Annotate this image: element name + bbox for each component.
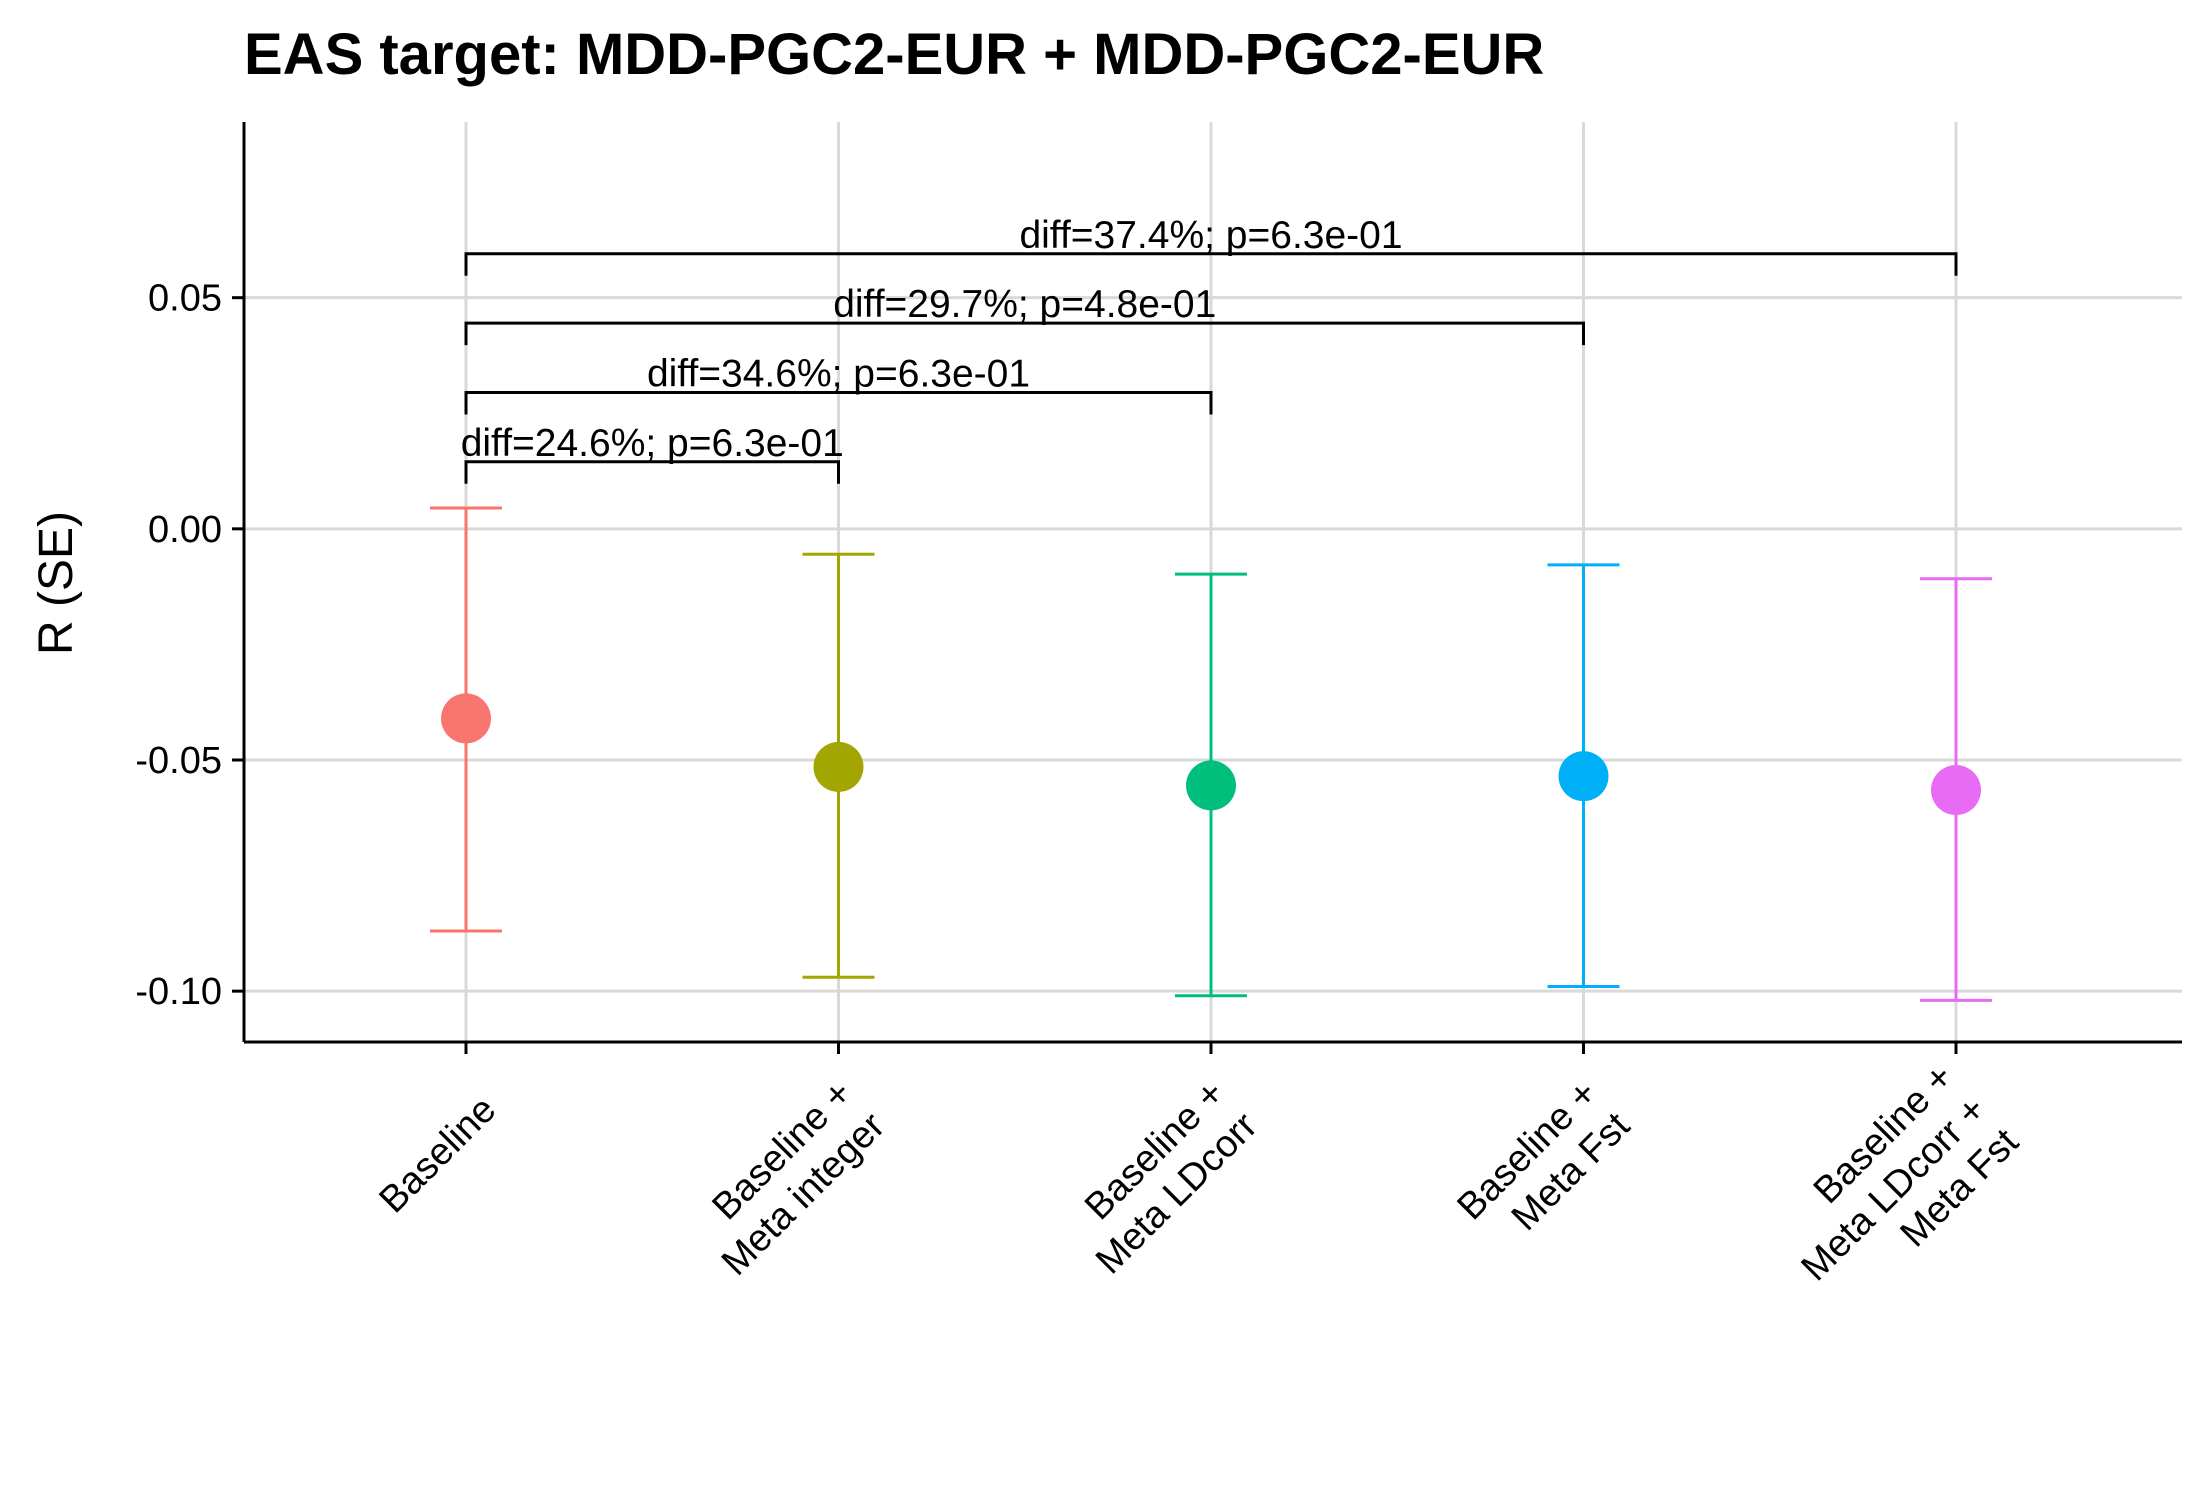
chart-title: EAS target: MDD-PGC2-EUR + MDD-PGC2-EUR xyxy=(244,22,1544,87)
data-point xyxy=(1186,760,1236,811)
data-point xyxy=(1931,765,1981,816)
comparison-bracket xyxy=(464,321,1585,346)
y-tick-label: -0.10 xyxy=(135,971,222,1013)
comparison-label: diff=24.6%; p=6.3e-01 xyxy=(461,422,844,465)
data-point-group xyxy=(802,552,875,979)
comparison-bracket xyxy=(464,390,1213,415)
data-point-group xyxy=(430,506,502,933)
data-point xyxy=(813,741,864,792)
series-layer xyxy=(430,506,1992,1002)
x-tick-label: Baseline xyxy=(371,1089,504,1222)
x-tick-label: Baseline +Meta integer xyxy=(705,1072,894,1284)
comparison-label: diff=29.7%; p=4.8e-01 xyxy=(833,283,1216,326)
comparison-bracket xyxy=(464,252,1958,276)
comparison-brackets: diff=24.6%; p=6.3e-01 diff=34.6%; p=6.3e-… xyxy=(461,214,1958,484)
x-tick-label: Baseline +Meta LDcorr xyxy=(1077,1072,1266,1282)
data-point xyxy=(441,693,491,744)
comparison-label: diff=37.4%; p=6.3e-01 xyxy=(1019,214,1402,257)
data-point-group xyxy=(1175,572,1247,998)
data-point-group xyxy=(1920,577,1992,1002)
y-tick-label: 0.05 xyxy=(148,278,222,320)
x-tick-label: Baseline +Meta LDcorr +Meta Fst xyxy=(1794,1056,2028,1289)
x-tick-label-line: Baseline xyxy=(371,1089,504,1222)
comparison-label: diff=34.6%; p=6.3e-01 xyxy=(647,352,1030,395)
x-tick-label: Baseline +Meta Fst xyxy=(1450,1072,1639,1239)
data-point xyxy=(1558,751,1609,802)
data-point-group xyxy=(1547,563,1620,989)
comparison-bracket xyxy=(464,460,840,484)
y-axis-title: R (SE) xyxy=(30,511,83,655)
grid-layer xyxy=(244,122,2182,1042)
y-tick-label: 0.00 xyxy=(148,509,222,551)
y-tick-label: -0.05 xyxy=(135,740,222,782)
